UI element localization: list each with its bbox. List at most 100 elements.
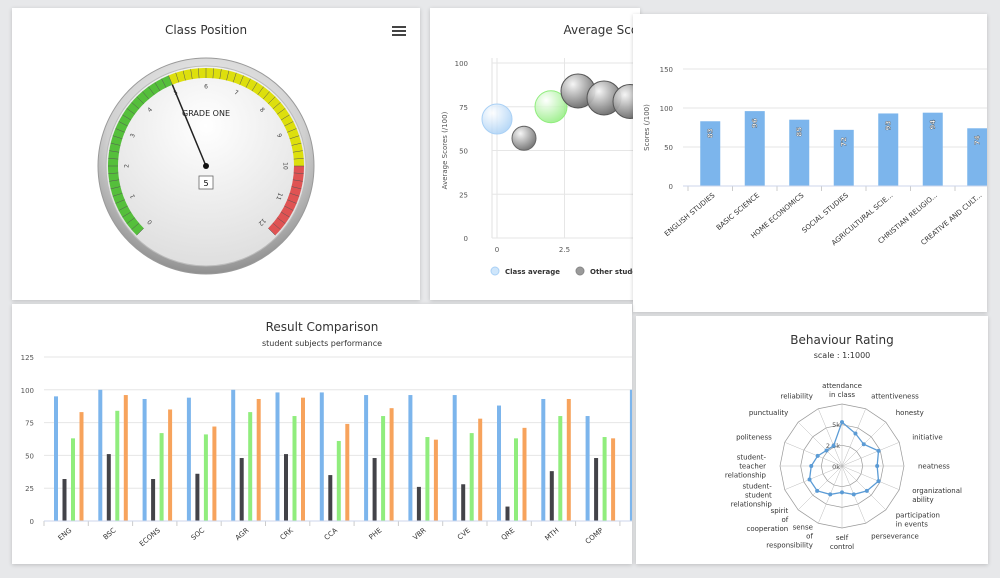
radar-category-label-line: of — [782, 516, 789, 524]
subj-y-axis-label: Scores (/100) — [643, 104, 651, 151]
radar-category-label: honesty — [896, 409, 924, 417]
rc-bar-student — [284, 454, 288, 521]
gauge-tick-label: 3 — [129, 133, 137, 139]
rc-bar-lowest — [301, 397, 305, 521]
gauge-minor-tick — [280, 114, 290, 121]
subj-ytick-label: 50 — [664, 144, 673, 152]
subj-data-label: 93 — [884, 120, 892, 130]
rc-bar-highest — [497, 405, 501, 521]
radar-category-label: organizational ability — [912, 487, 962, 504]
radar-category-label: perseverance — [871, 533, 919, 541]
gauge-minor-tick — [212, 68, 214, 79]
radar-category-label: punctuality — [749, 409, 788, 417]
radar-category-label-line: organizational — [912, 487, 962, 495]
average-scores-card: Average Scores 100 75 50 25 0 0 2.5 Average Sco… — [430, 8, 640, 300]
class-position-card: Class Position 0123456789101112 GRADE ON… — [12, 8, 420, 300]
subj-bar — [967, 128, 987, 186]
radar-category-label: participation in events — [896, 512, 940, 529]
gauge-minor-tick — [112, 135, 123, 140]
gauge-value-text: 5 — [203, 179, 208, 188]
radar-category-label-line: attentiveness — [871, 392, 919, 400]
gauge-pivot — [203, 163, 209, 169]
radar-category-label: spirit of cooperation — [747, 507, 789, 533]
radar-category-label-line: perseverance — [871, 533, 919, 541]
gauge-minor-tick — [122, 211, 132, 218]
radar-category-label-line: reliability — [781, 392, 813, 400]
radar-category-label-line: honesty — [896, 409, 924, 417]
rc-bar-average — [203, 434, 208, 521]
behaviour-rating-chart: 0k2.5k5kattendancein classattentivenessh… — [725, 382, 962, 551]
gauge-minor-tick — [293, 158, 304, 160]
avg-xtick-label: 2.5 — [559, 246, 570, 254]
rc-bar-student — [461, 484, 466, 521]
rc-category-label: CCA — [323, 526, 339, 542]
rc-bar-average — [336, 440, 341, 521]
subj-ytick-label: 100 — [660, 105, 673, 113]
gauge-minor-tick — [131, 222, 140, 230]
menu-icon[interactable] — [392, 26, 406, 38]
gauge-minor-tick — [168, 75, 173, 85]
radar-category-label: sense of responsibility — [766, 524, 813, 550]
avg-bubble-other — [511, 125, 537, 151]
rc-ytick-label: 0 — [30, 518, 34, 526]
rc-bar-average — [514, 438, 518, 521]
rc-bar-highest — [408, 395, 413, 521]
rc-bar-student — [62, 479, 67, 521]
gauge-minor-tick — [239, 75, 244, 85]
subj-bar — [878, 113, 899, 186]
avg-ytick-label: 0 — [464, 235, 468, 243]
subj-bar — [744, 111, 765, 186]
gauge-minor-tick — [118, 205, 128, 211]
radar-category-label-line: student- — [742, 483, 772, 491]
gauge-minor-tick — [109, 150, 120, 153]
gauge-tick-label: 4 — [146, 106, 154, 114]
radar-spoke — [784, 465, 843, 490]
gauge-tick-label: 11 — [274, 191, 283, 201]
rc-bar-lowest — [611, 438, 616, 521]
subject-scores-chart: 150 100 50 0 Scores (/100) ENGLISH STUDIES 83 B… — [643, 66, 987, 247]
gauge-minor-tick — [190, 69, 193, 80]
rc-category-label: ENG — [57, 526, 74, 542]
gauge-minor-tick — [109, 179, 120, 182]
subj-data-label: 94 — [929, 120, 937, 130]
radar-series-line — [808, 420, 880, 496]
radar-category-label-line: participation — [896, 512, 940, 520]
radar-spoke — [841, 465, 887, 511]
radar-category-label-line: self — [836, 534, 849, 542]
rc-bar-student — [106, 454, 111, 521]
gauge-tick-label: 1 — [129, 193, 137, 199]
gauge-label: GRADE ONE — [182, 109, 230, 118]
rc-category-label: VBR — [411, 526, 427, 542]
radar-spoke — [841, 408, 866, 467]
rc-bar-highest — [585, 416, 590, 521]
gauge-minor-tick — [122, 114, 132, 121]
rc-bar-lowest — [212, 426, 217, 521]
avg-ytick-label: 50 — [459, 148, 468, 156]
gauge-minor-tick — [148, 86, 155, 95]
gauge-minor-tick — [142, 91, 150, 100]
rc-bar-student — [239, 458, 244, 521]
radar-category-label-line: politeness — [736, 433, 772, 441]
radar-point — [831, 443, 836, 448]
radar-category-label-line: control — [830, 543, 854, 551]
gauge-minor-tick — [289, 192, 300, 197]
rc-bar-average — [248, 412, 253, 521]
radar-category-label: student-teacher relationship — [725, 454, 767, 480]
result-comparison-chart: 1251007550250Scores (/100)ENGBSCECONSSOC… — [21, 354, 632, 548]
gauge-minor-tick — [108, 172, 119, 174]
gauge-minor-tick — [268, 228, 276, 236]
avg-bubble-class — [481, 103, 513, 135]
radar-category-label-line: spirit — [771, 507, 789, 515]
result-comparison-title: Result Comparison — [265, 320, 379, 334]
radar-spoke — [841, 442, 900, 467]
radar-spoke — [841, 465, 900, 490]
avg-y-axis-label: Average Scores (/100) — [441, 111, 449, 189]
gauge-tick-label: 7 — [233, 89, 239, 97]
gauge-minor-tick — [112, 192, 123, 197]
radar-category-label: self control — [830, 534, 854, 551]
gauge-band-0 — [107, 75, 173, 236]
gauge-band-1 — [168, 68, 304, 166]
radar-point — [824, 448, 829, 453]
rc-bar-highest — [452, 395, 457, 521]
gauge-minor-tick — [245, 78, 251, 88]
